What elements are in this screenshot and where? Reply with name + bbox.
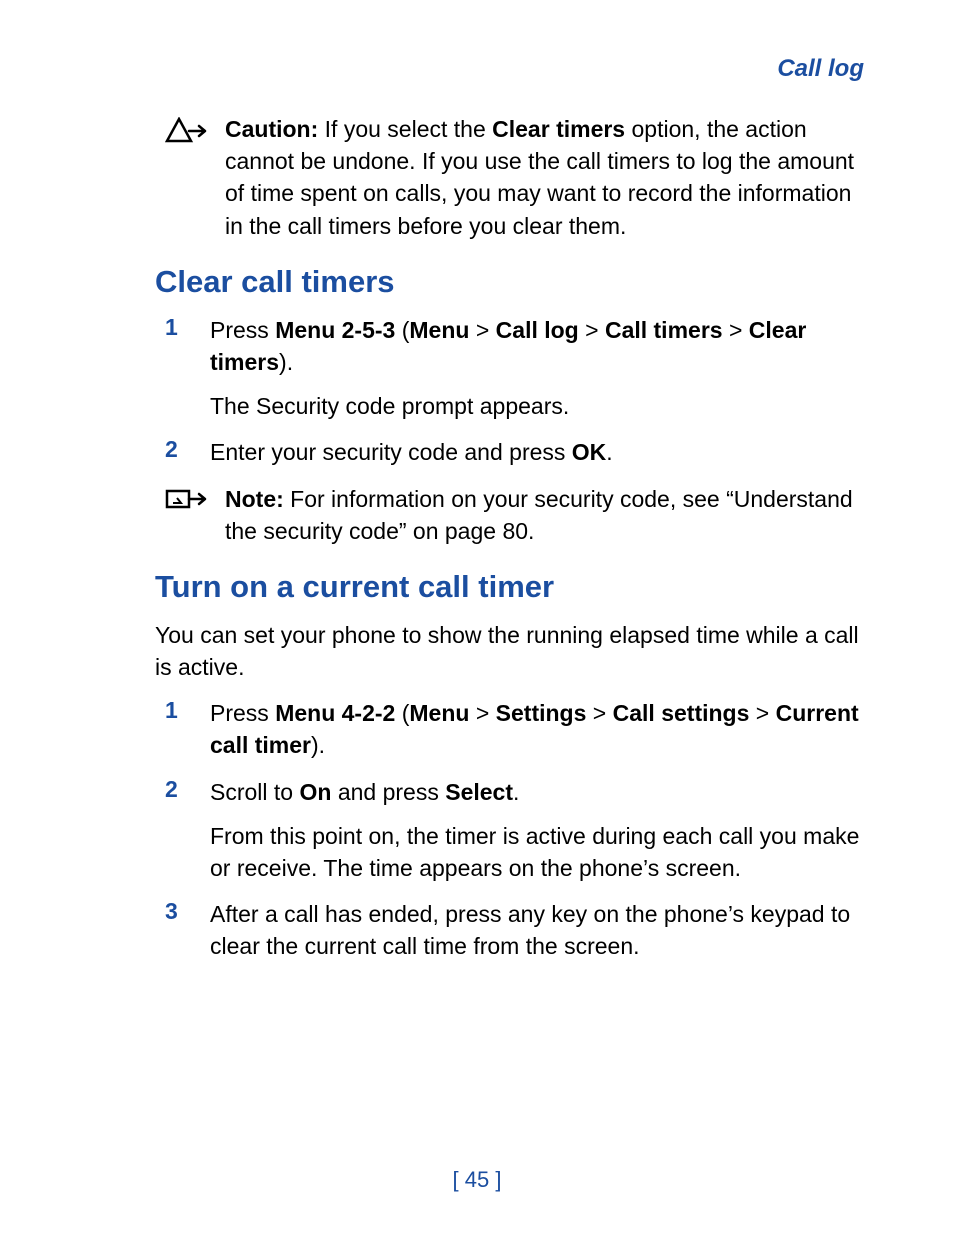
- caution-prefix: If you select the: [318, 116, 492, 142]
- s1s1-m1: (: [395, 317, 409, 343]
- note-body: For information on your security code, s…: [225, 486, 853, 544]
- section2-heading: Turn on a current call timer: [155, 569, 864, 605]
- step-text: Scroll to On and press Select. From this…: [210, 776, 864, 885]
- s2s1-b2: Menu: [409, 700, 469, 726]
- step-text: After a call has ended, press any key on…: [210, 898, 864, 962]
- note-block: Note: For information on your security c…: [155, 483, 864, 547]
- s1s1-m4: >: [723, 317, 749, 343]
- step-number: 3: [155, 898, 210, 925]
- s1s2-suffix: .: [606, 439, 612, 465]
- s2s1-m1: (: [395, 700, 409, 726]
- note-icon: [165, 487, 215, 518]
- s1s1-suffix: ).: [279, 349, 293, 375]
- s2s2-b2: Select: [445, 779, 513, 805]
- document-page: Call log Caution: If you select the Clea…: [0, 0, 954, 1248]
- page-number: [ 45 ]: [0, 1167, 954, 1193]
- s2s2-sub: From this point on, the timer is active …: [210, 820, 864, 884]
- section2-step1: 1 Press Menu 4-2-2 (Menu > Settings > Ca…: [155, 697, 864, 761]
- section1-step1: 1 Press Menu 2-5-3 (Menu > Call log > Ca…: [155, 314, 864, 423]
- section1-step2: 2 Enter your security code and press OK.: [155, 436, 864, 468]
- page-header-section-title: Call log: [155, 55, 864, 83]
- section2-step2: 2 Scroll to On and press Select. From th…: [155, 776, 864, 885]
- caution-icon: [165, 117, 215, 150]
- s2s1-m4: >: [749, 700, 775, 726]
- step-text: Press Menu 2-5-3 (Menu > Call log > Call…: [210, 314, 864, 423]
- s1s2-prefix: Enter your security code and press: [210, 439, 572, 465]
- s2s2-b1: On: [299, 779, 331, 805]
- step-number: 1: [155, 314, 210, 341]
- note-text: Note: For information on your security c…: [225, 483, 864, 547]
- s2s1-prefix: Press: [210, 700, 275, 726]
- s1s1-sub: The Security code prompt appears.: [210, 390, 864, 422]
- caution-block: Caution: If you select the Clear timers …: [155, 113, 864, 242]
- caution-label: Caution:: [225, 116, 318, 142]
- s2s1-b1: Menu 4-2-2: [275, 700, 395, 726]
- s1s1-b2: Menu: [409, 317, 469, 343]
- section2-step3: 3 After a call has ended, press any key …: [155, 898, 864, 962]
- s1s1-b4: Call timers: [605, 317, 723, 343]
- s1s1-m3: >: [579, 317, 605, 343]
- s1s2-b1: OK: [572, 439, 607, 465]
- s1s1-m2: >: [469, 317, 495, 343]
- section1-heading: Clear call timers: [155, 264, 864, 300]
- step-text: Enter your security code and press OK.: [210, 436, 864, 468]
- step-number: 2: [155, 776, 210, 803]
- step-text: Press Menu 4-2-2 (Menu > Settings > Call…: [210, 697, 864, 761]
- step-number: 2: [155, 436, 210, 463]
- s2s1-m3: >: [586, 700, 612, 726]
- s2s2-suffix: .: [513, 779, 519, 805]
- note-label: Note:: [225, 486, 284, 512]
- s2s2-prefix: Scroll to: [210, 779, 299, 805]
- section2-intro: You can set your phone to show the runni…: [155, 619, 864, 683]
- s2s1-suffix: ).: [311, 732, 325, 758]
- s2s2-m1: and press: [331, 779, 445, 805]
- s2s1-b4: Call settings: [613, 700, 750, 726]
- s2s1-m2: >: [469, 700, 495, 726]
- s1s1-b3: Call log: [496, 317, 579, 343]
- caution-text: Caution: If you select the Clear timers …: [225, 113, 864, 242]
- s1s1-prefix: Press: [210, 317, 275, 343]
- caution-bold1: Clear timers: [492, 116, 625, 142]
- s2s1-b3: Settings: [496, 700, 587, 726]
- s1s1-b1: Menu 2-5-3: [275, 317, 395, 343]
- step-number: 1: [155, 697, 210, 724]
